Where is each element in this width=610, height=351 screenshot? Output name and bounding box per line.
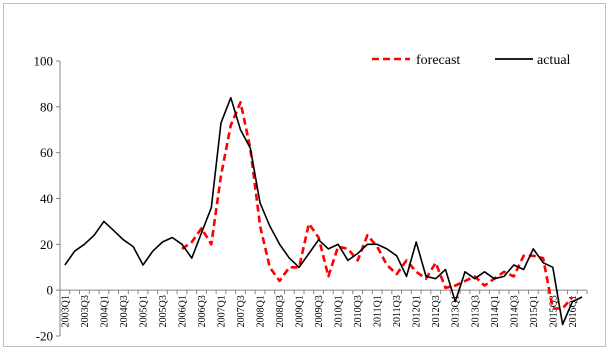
series-lines bbox=[64, 96, 583, 326]
legend: forecast actual bbox=[372, 53, 571, 68]
y-tick-label: 40 bbox=[40, 191, 53, 206]
x-tick-label: 2012Q1 bbox=[412, 295, 423, 327]
y-tick-label: 100 bbox=[34, 54, 54, 69]
x-tick-label: 2007Q3 bbox=[236, 295, 247, 327]
x-tick-label: 2014Q3 bbox=[509, 295, 520, 327]
x-tick-label: 2005Q3 bbox=[158, 295, 169, 327]
x-axis: 2003Q1 2003Q3 2004Q1 2004Q3 2005Q1 2005Q3 2006… bbox=[59, 289, 588, 327]
x-tick-label: 2006Q1 bbox=[177, 295, 188, 327]
chart-frame: -20 0 20 40 60 80 100 2003Q1 2003Q3 2004Q1 2004Q3… bbox=[3, 3, 606, 347]
chart: -20 0 20 40 60 80 100 2003Q1 2003Q3 2004Q1 2004Q3… bbox=[34, 53, 588, 344]
x-tick-label: 2005Q1 bbox=[138, 295, 149, 327]
x-tick-label: 2004Q3 bbox=[119, 295, 130, 327]
x-tick-label: 2015Q1 bbox=[529, 295, 540, 327]
x-tick-label: 2016Q1 bbox=[568, 295, 579, 327]
x-tick-label: 2007Q1 bbox=[217, 295, 228, 327]
x-tick-label: 2015Q3 bbox=[548, 295, 559, 327]
x-tick-label: 2006Q3 bbox=[197, 295, 208, 327]
y-tick-label: 20 bbox=[40, 237, 53, 252]
y-axis: -20 0 20 40 60 80 100 bbox=[34, 54, 61, 344]
x-tick-label: 2004Q1 bbox=[99, 295, 110, 327]
x-tick-label: 2009Q3 bbox=[314, 295, 325, 327]
y-tick-label: 0 bbox=[47, 283, 54, 298]
x-tick-label: 2012Q3 bbox=[431, 295, 442, 327]
x-tick-label: 2008Q3 bbox=[275, 295, 286, 327]
series-line-forecast bbox=[181, 101, 574, 310]
x-tick-label: 2009Q1 bbox=[295, 295, 306, 327]
y-tick-label: 80 bbox=[40, 99, 53, 114]
legend-label-actual: actual bbox=[537, 53, 571, 68]
x-tick-label: 2008Q1 bbox=[256, 295, 267, 327]
x-tick-label: 2011Q3 bbox=[392, 295, 403, 327]
x-tick-label: 2011Q1 bbox=[373, 295, 384, 327]
y-tick-label: -20 bbox=[36, 329, 53, 344]
x-tick-label: 2003Q1 bbox=[60, 295, 71, 327]
x-tick-label: 2013Q1 bbox=[451, 295, 462, 327]
series-line-actual bbox=[64, 96, 583, 326]
x-tick-label: 2010Q1 bbox=[334, 295, 345, 327]
legend-label-forecast: forecast bbox=[416, 53, 460, 68]
x-tick-label: 2010Q3 bbox=[353, 295, 364, 327]
y-tick-label: 60 bbox=[40, 145, 53, 160]
x-tick-label: 2013Q3 bbox=[470, 295, 481, 327]
x-tick-label: 2014Q1 bbox=[490, 295, 501, 327]
x-tick-label: 2003Q3 bbox=[80, 295, 91, 327]
